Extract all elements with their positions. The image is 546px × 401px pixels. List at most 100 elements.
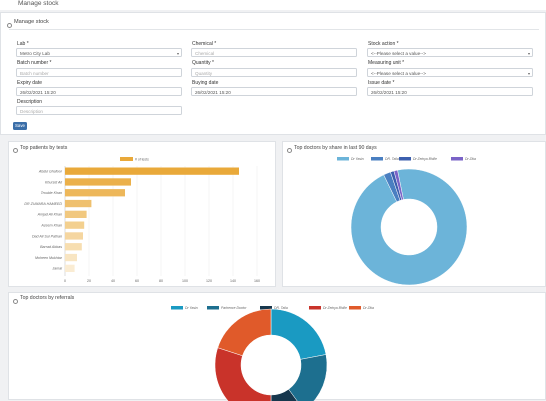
- donut-slice: [350, 168, 468, 286]
- donut-slice: [288, 354, 328, 401]
- chemical-field[interactable]: Chemical: [191, 48, 357, 57]
- panel-divider: [9, 29, 539, 30]
- stock-action-select[interactable]: <--Please select a value--> ▾: [367, 48, 533, 57]
- stock-action-label: Stock action *: [368, 41, 399, 47]
- lab-label: Lab *: [17, 41, 29, 47]
- bar: [65, 189, 125, 197]
- legend-swatch: [371, 157, 383, 161]
- batch-number-field[interactable]: Batch number: [16, 68, 182, 77]
- collapse-icon[interactable]: [13, 299, 18, 304]
- y-category-label: Khursid Ali: [45, 180, 62, 184]
- bar: [65, 178, 131, 186]
- quantity-label: Quantity *: [192, 60, 214, 66]
- description-label: Description: [17, 99, 43, 105]
- buying-date-label: Buying date: [192, 80, 219, 86]
- y-category-label: Abdul Ghafoor: [38, 170, 63, 174]
- x-tick-label: 100: [182, 279, 188, 283]
- collapse-icon[interactable]: [287, 148, 292, 153]
- y-category-label: Jamal: [51, 267, 62, 271]
- legend-label: Parhence Doctor: [221, 306, 247, 310]
- y-category-label: Trouble Khan: [41, 191, 62, 195]
- collapse-icon[interactable]: [13, 148, 18, 153]
- top-doctors-share-panel: Top doctors by share in last 90 days Dr …: [282, 141, 546, 287]
- legend-swatch: [349, 306, 361, 310]
- x-tick-label: 60: [135, 279, 139, 283]
- buying-date-field[interactable]: 26/02/2021 15:20: [191, 87, 357, 96]
- x-tick-label: 0: [64, 279, 66, 283]
- measuring-unit-value: <--Please select a value-->: [371, 70, 426, 76]
- donut-slice: [270, 388, 298, 401]
- chevron-down-icon: ▾: [176, 51, 179, 56]
- stock-action-value: <--Please select a value-->: [371, 50, 426, 56]
- lab-value: Metro City Lab: [20, 50, 50, 56]
- legend-label: Dr Zeinya Bhille: [413, 157, 437, 161]
- save-button[interactable]: Save: [13, 122, 27, 130]
- top-patients-panel: Top patients by tests # of tests 0 20 40 60 8…: [8, 141, 276, 287]
- legend-swatch: [207, 306, 219, 310]
- bar: [65, 210, 87, 218]
- bar: [65, 167, 239, 175]
- quantity-field[interactable]: Quantity: [191, 68, 357, 77]
- bar: [65, 264, 75, 272]
- top-doctors-referrals-panel: Top doctors by referrals Dr Yasin Parhenc…: [8, 292, 546, 401]
- legend-swatch: [337, 157, 349, 161]
- patients-bar-chart: # of tests 0 20 40 60 80 100 120 140 160 Abdul Gha…: [24, 157, 260, 283]
- donut-slice: [393, 169, 404, 201]
- donut-slice: [214, 347, 272, 401]
- legend-label: Dr Zika: [465, 157, 476, 161]
- legend-swatch: [399, 157, 411, 161]
- y-category-label: DR ZUMARA HAMEED: [24, 202, 62, 206]
- x-tick-label: 40: [111, 279, 115, 283]
- x-tick-label: 140: [230, 279, 236, 283]
- legend-label: # of tests: [135, 158, 149, 162]
- x-tick-label: 160: [254, 279, 260, 283]
- x-tick-label: 80: [159, 279, 163, 283]
- legend-swatch: [451, 157, 463, 161]
- lab-select[interactable]: Metro City Lab ▾: [16, 48, 182, 57]
- expiry-date-field[interactable]: 26/02/2021 15:20: [16, 87, 182, 96]
- legend-label: DR. Talia: [274, 306, 288, 310]
- bar: [65, 199, 92, 208]
- legend-label: Dr Yasin: [351, 157, 364, 161]
- legend-label: Dr Zeinya Bhille: [323, 306, 347, 310]
- legend-swatch: [260, 306, 272, 310]
- legend-swatch: [120, 157, 133, 161]
- batch-number-label: Batch number *: [17, 60, 52, 66]
- legend-swatch: [171, 306, 183, 310]
- issue-date-label: Issue date *: [368, 80, 395, 86]
- referrals-donut-chart: Dr Yasin Parhence Doctor DR. Talia Dr Zeiny…: [171, 306, 374, 401]
- bar: [65, 232, 83, 240]
- description-field[interactable]: Description: [16, 106, 182, 115]
- y-category-label: Moheen Mukhtar: [35, 256, 63, 260]
- bar: [65, 253, 77, 262]
- legend-label: DR. Talia: [385, 157, 399, 161]
- measuring-unit-label: Measuring unit *: [368, 60, 405, 66]
- chevron-down-icon: ▾: [527, 51, 530, 56]
- page-title: Manage stock: [18, 0, 59, 7]
- manage-stock-panel: Manage stock Lab * Metro City Lab ▾ Chem…: [0, 12, 546, 135]
- x-tick-label: 120: [206, 279, 212, 283]
- chevron-down-icon: ▾: [527, 71, 530, 76]
- legend-label: Dr Zika: [363, 306, 374, 310]
- panel-title: Top patients by tests: [20, 145, 68, 151]
- chemical-label: Chemical *: [192, 41, 217, 47]
- y-category-label: Barrad Abbas: [40, 245, 62, 249]
- donut-slice: [270, 308, 327, 360]
- share-donut-chart: Dr Yasin DR. Talia Dr Zeinya Bhille Dr Zika: [337, 157, 476, 286]
- bar: [65, 243, 82, 251]
- panel-title: Manage stock: [14, 19, 49, 25]
- page-header: Manage stock: [0, 0, 546, 10]
- panel-title: Top doctors by referrals: [20, 295, 75, 301]
- y-category-label: Azeem Khan: [40, 224, 62, 228]
- y-category-label: Amjad Ali Khan: [37, 213, 62, 217]
- bar: [65, 221, 85, 229]
- y-category-label: Dad Ali Sul Pathan: [32, 234, 62, 238]
- legend-swatch: [309, 306, 321, 310]
- donut-slice: [217, 308, 272, 357]
- measuring-unit-select[interactable]: <--Please select a value--> ▾: [367, 68, 533, 77]
- collapse-icon[interactable]: [7, 23, 12, 28]
- panel-title: Top doctors by share in last 90 days: [294, 145, 377, 151]
- legend-label: Dr Yasin: [185, 306, 198, 310]
- x-tick-label: 20: [87, 279, 91, 283]
- issue-date-field[interactable]: 26/02/2021 15:20: [367, 87, 533, 96]
